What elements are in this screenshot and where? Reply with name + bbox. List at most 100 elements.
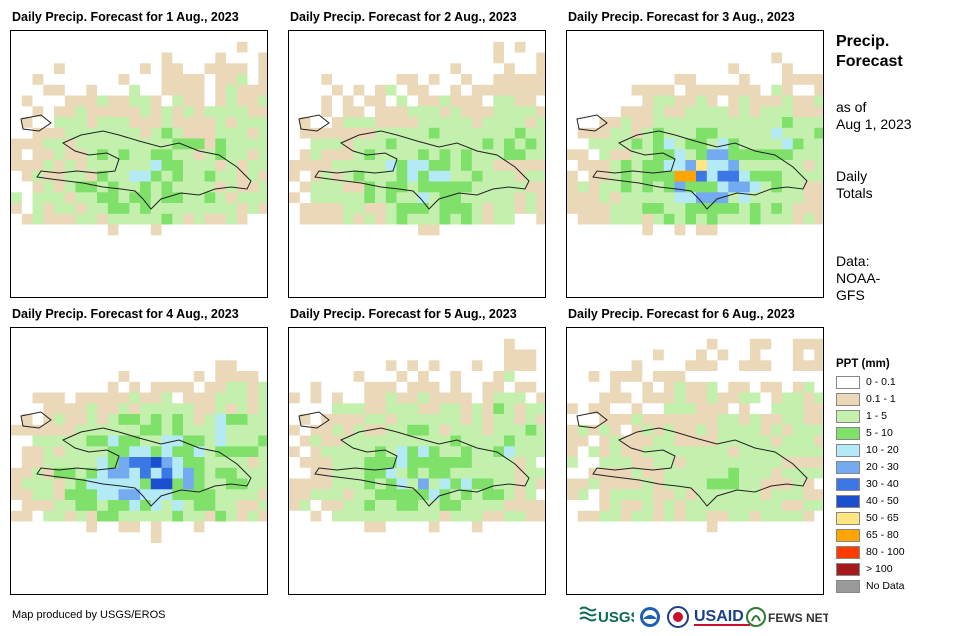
precip-cell: [396, 181, 408, 193]
precip-cell: [588, 192, 600, 204]
precip-cell: [161, 149, 173, 161]
precip-cell: [493, 575, 505, 587]
precip-cell: [620, 424, 632, 436]
precip-grid: [11, 328, 267, 594]
precip-cell: [193, 95, 205, 107]
precip-cell: [353, 478, 365, 490]
cuba-outline: [20, 114, 52, 132]
precip-cell: [567, 63, 579, 75]
precip-cell: [183, 553, 195, 565]
precip-cell: [760, 500, 772, 512]
precip-cell: [258, 532, 267, 544]
precip-cell: [696, 575, 708, 587]
precip-cell: [418, 95, 430, 107]
precip-cell: [771, 500, 783, 512]
precip-cell: [588, 371, 600, 383]
precip-cell: [129, 95, 141, 107]
precip-cell: [803, 95, 815, 107]
precip-cell: [588, 414, 600, 426]
precip-cell: [385, 532, 397, 544]
precip-cell: [782, 446, 794, 458]
precip-cell: [118, 521, 130, 533]
precip-cell: [407, 543, 419, 555]
precip-cell: [342, 267, 354, 279]
precip-cell: [375, 510, 387, 522]
precip-cell: [150, 510, 162, 522]
precip-cell: [342, 84, 354, 96]
precip-cell: [792, 553, 804, 565]
precip-cell: [631, 403, 643, 415]
precip-cell: [183, 360, 195, 372]
precip-cell: [620, 192, 632, 204]
precip-cell: [385, 267, 397, 279]
precip-cell: [717, 213, 729, 225]
precip-cell: [299, 289, 311, 297]
precip-cell: [525, 564, 537, 576]
precip-cell: [364, 500, 376, 512]
precip-cell: [353, 543, 365, 555]
precip-cell: [332, 478, 344, 490]
precip-cell: [385, 478, 397, 490]
precip-cell: [236, 424, 248, 436]
precip-cell: [396, 564, 408, 576]
precip-cell: [588, 170, 600, 182]
precip-cell: [11, 586, 23, 594]
precip-cell: [75, 349, 87, 361]
precip-cell: [193, 213, 205, 225]
precip-cell: [407, 74, 419, 86]
precip-cell: [107, 160, 119, 172]
precip-cell: [407, 435, 419, 447]
precip-cell: [461, 106, 473, 118]
precip-cell: [321, 138, 333, 150]
precip-cell: [471, 170, 483, 182]
precip-cell: [204, 63, 216, 75]
precip-cell: [418, 424, 430, 436]
precip-cell: [471, 267, 483, 279]
precip-cell: [11, 213, 23, 225]
precip-cell: [525, 467, 537, 479]
precip-cell: [792, 138, 804, 150]
precip-cell: [814, 543, 823, 555]
precip-cell: [504, 31, 516, 43]
precip-cell: [631, 392, 643, 404]
precip-cell: [482, 278, 494, 290]
precip-cell: [439, 553, 451, 565]
precip-cell: [385, 213, 397, 225]
precip-cell: [739, 192, 751, 204]
precip-cell: [685, 424, 697, 436]
precip-cell: [514, 256, 526, 268]
precip-cell: [771, 63, 783, 75]
precip-cell: [696, 424, 708, 436]
precip-cell: [161, 246, 173, 258]
precip-cell: [803, 170, 815, 182]
panel-title-3: Daily Precip. Forecast for 3 Aug., 2023: [568, 10, 795, 24]
precip-cell: [289, 467, 301, 479]
precip-cell: [21, 403, 33, 415]
precip-cell: [289, 106, 301, 118]
precip-cell: [407, 467, 419, 479]
precip-cell: [631, 117, 643, 129]
precip-cell: [140, 489, 152, 501]
precip-cell: [674, 203, 686, 215]
precip-cell: [728, 564, 740, 576]
precip-cell: [428, 586, 440, 594]
precip-cell: [97, 160, 109, 172]
precip-cell: [536, 170, 545, 182]
precip-cell: [771, 224, 783, 236]
precip-cell: [792, 478, 804, 490]
precip-cell: [620, 360, 632, 372]
precip-cell: [696, 564, 708, 576]
precip-cell: [588, 31, 600, 43]
precip-cell: [342, 256, 354, 268]
precip-cell: [792, 74, 804, 86]
precip-cell: [299, 213, 311, 225]
precip-cell: [118, 360, 130, 372]
precip-cell: [342, 510, 354, 522]
precip-cell: [43, 575, 55, 587]
precip-cell: [717, 84, 729, 96]
precip-cell: [364, 203, 376, 215]
precip-cell: [588, 478, 600, 490]
precip-cell: [364, 360, 376, 372]
precip-cell: [439, 586, 451, 594]
precip-cell: [247, 532, 259, 544]
